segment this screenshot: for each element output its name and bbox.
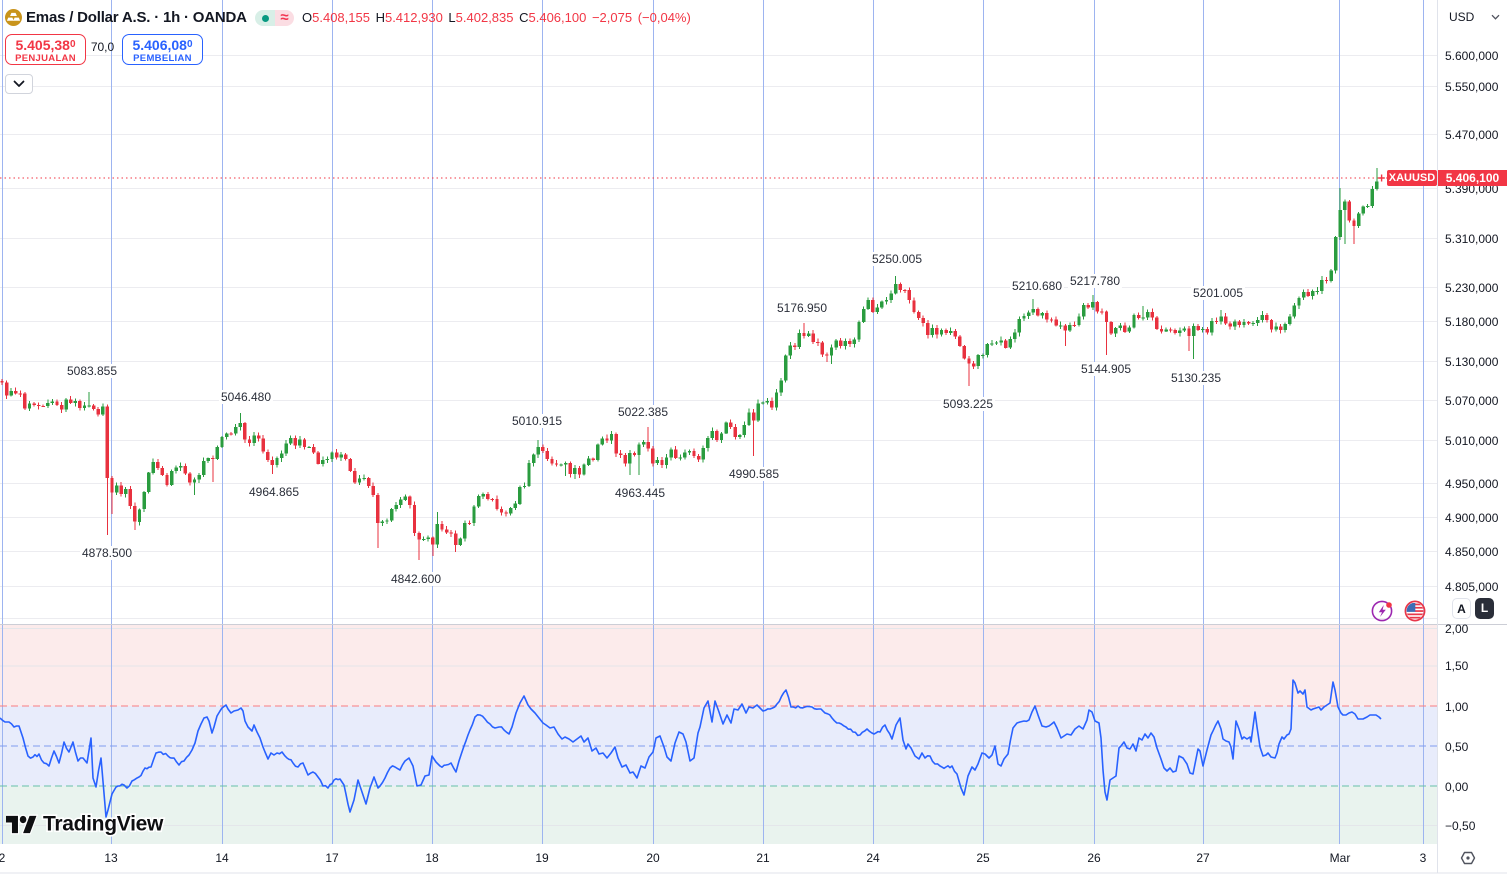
svg-text:TradingView: TradingView — [43, 813, 164, 836]
